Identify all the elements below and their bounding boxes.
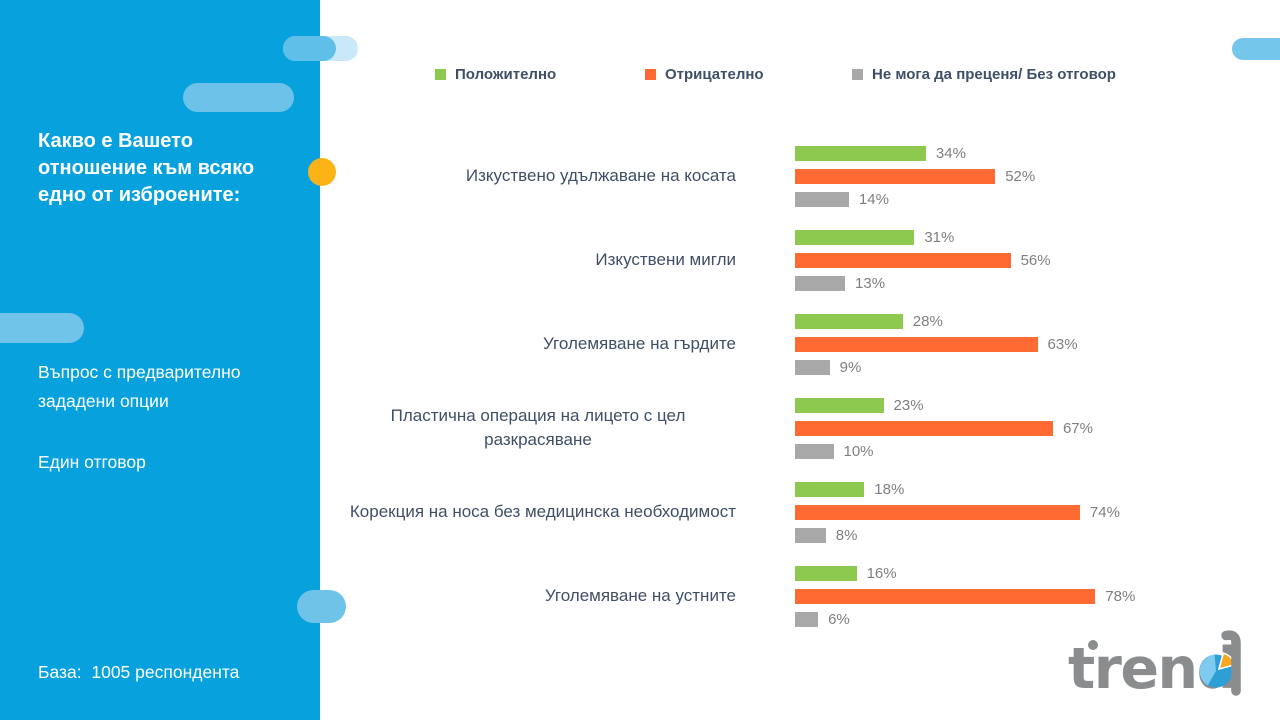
category-label: Изкуствено удължаване на косата (465, 166, 736, 185)
trend-logo-graphic: trend (1068, 630, 1241, 702)
bar (795, 527, 826, 543)
bar (795, 191, 849, 207)
bar-value-label: 63% (1047, 335, 1078, 353)
pill-decoration-top (283, 36, 336, 61)
chart-row: Изкуствено удължаване на косата 34% 52% 14… (340, 134, 1255, 218)
base-note: База: 1005 респондента (38, 662, 240, 682)
bar-value-label: 56% (1020, 251, 1051, 269)
bar (795, 443, 834, 459)
bar-value-label: 9% (839, 358, 862, 376)
pill-decoration-middle (0, 313, 84, 343)
bar (795, 588, 1096, 604)
category-label: Пластична операция на лицето с цел разкр… (390, 406, 686, 449)
logo-pie-icon (1199, 652, 1236, 688)
legend-swatch-negative (645, 69, 656, 80)
bar (795, 145, 926, 161)
bar-line: 6% (795, 610, 1255, 628)
legend-item-negative: Отрицателно (645, 66, 764, 83)
legend-label-positive: Положително (455, 66, 557, 83)
slide-title: Какво е Вашето отношение към всяко едно … (38, 130, 255, 206)
bar (795, 168, 996, 184)
sidebar-panel: Какво е Вашето отношение към всяко едно … (0, 0, 358, 720)
bar-line: 9% (795, 358, 1255, 376)
bar-value-label: 34% (935, 144, 966, 162)
bar-value-label: 10% (843, 442, 874, 460)
chart-row: Корекция на носа без медицинска необходи… (340, 470, 1255, 554)
legend-swatch-positive (435, 69, 446, 80)
chart-row: Пластична операция на лицето с цел разкр… (340, 386, 1255, 470)
bar (795, 336, 1038, 352)
bar-line: 67% (795, 419, 1255, 437)
logo-d-stem (1221, 630, 1241, 696)
bar (795, 229, 915, 245)
bar-line: 18% (795, 480, 1255, 498)
bar-value-label: 16% (866, 564, 897, 582)
bar-group: 16% 78% 6% (795, 564, 1255, 628)
bar (795, 359, 830, 375)
question-type-note: Въпрос с предварително зададени опции (38, 362, 241, 411)
bar (795, 420, 1053, 436)
bar-value-label: 18% (874, 480, 905, 498)
pill-decoration-bottom (297, 590, 346, 623)
answer-type-note: Един отговор (38, 452, 146, 472)
bar-line: 78% (795, 587, 1255, 605)
bar-value-label: 13% (855, 274, 886, 292)
trend-logo: trend (1068, 628, 1258, 706)
bar-value-label: 78% (1105, 587, 1136, 605)
category-label: Уголемяване на устните (544, 586, 736, 605)
bar-line: 28% (795, 312, 1255, 330)
legend-label-neutral: Не мога да преценя/ Без отговор (872, 66, 1116, 83)
bar (795, 252, 1011, 268)
bar-line: 34% (795, 144, 1255, 162)
bar (795, 611, 819, 627)
bar-line: 52% (795, 167, 1255, 185)
category-label: Корекция на носа без медицинска необходи… (349, 502, 736, 521)
category-label: Уголемяване на гърдите (543, 334, 736, 353)
bar-line: 16% (795, 564, 1255, 582)
bar-line: 74% (795, 503, 1255, 521)
bar-value-label: 67% (1062, 419, 1093, 437)
bar-value-label: 23% (893, 396, 924, 414)
chart-row: Уголемяване на гърдите 28% 63% 9% (340, 302, 1255, 386)
bar-value-label: 14% (858, 190, 889, 208)
accent-circle (308, 158, 336, 186)
bar-line: 56% (795, 251, 1255, 269)
bar (795, 481, 865, 497)
bar (795, 565, 857, 581)
chart-row: Уголемяване на устните 16% 78% 6% (340, 554, 1255, 638)
bar-value-label: 31% (924, 228, 955, 246)
bar (795, 275, 846, 291)
legend-swatch-neutral (852, 69, 863, 80)
bar-value-label: 6% (828, 610, 850, 628)
bar (795, 397, 884, 413)
bar (795, 313, 903, 329)
bar-group: 34% 52% 14% (795, 144, 1255, 208)
legend-label-negative: Отрицателно (665, 66, 764, 83)
bar-chart: Изкуствено удължаване на косата 34% 52% 14… (340, 134, 1255, 638)
pill-decoration-upper (183, 83, 294, 112)
bar-line: 31% (795, 228, 1255, 246)
bar-line: 8% (795, 526, 1255, 544)
bar-line: 13% (795, 274, 1255, 292)
bar-group: 23% 67% 10% (795, 396, 1255, 460)
legend-item-neutral: Не мога да преценя/ Без отговор (852, 66, 1116, 83)
legend-item-positive: Положително (435, 66, 556, 83)
bar-group: 31% 56% 13% (795, 228, 1255, 292)
bar (795, 504, 1080, 520)
bar-value-label: 74% (1089, 503, 1120, 521)
pill-decoration-top-right (1232, 38, 1280, 60)
bar-line: 63% (795, 335, 1255, 353)
bar-line: 23% (795, 396, 1255, 414)
bar-group: 28% 63% 9% (795, 312, 1255, 376)
bar-value-label: 52% (1005, 167, 1036, 185)
category-label: Изкуствени мигли (595, 250, 736, 269)
chart-row: Изкуствени мигли 31% 56% 13% (340, 218, 1255, 302)
bar-line: 14% (795, 190, 1255, 208)
bar-group: 18% 74% 8% (795, 480, 1255, 544)
logo-t-dot-icon (1088, 640, 1098, 650)
bar-line: 10% (795, 442, 1255, 460)
bar-value-label: 8% (835, 526, 858, 544)
bar-value-label: 28% (912, 312, 943, 330)
